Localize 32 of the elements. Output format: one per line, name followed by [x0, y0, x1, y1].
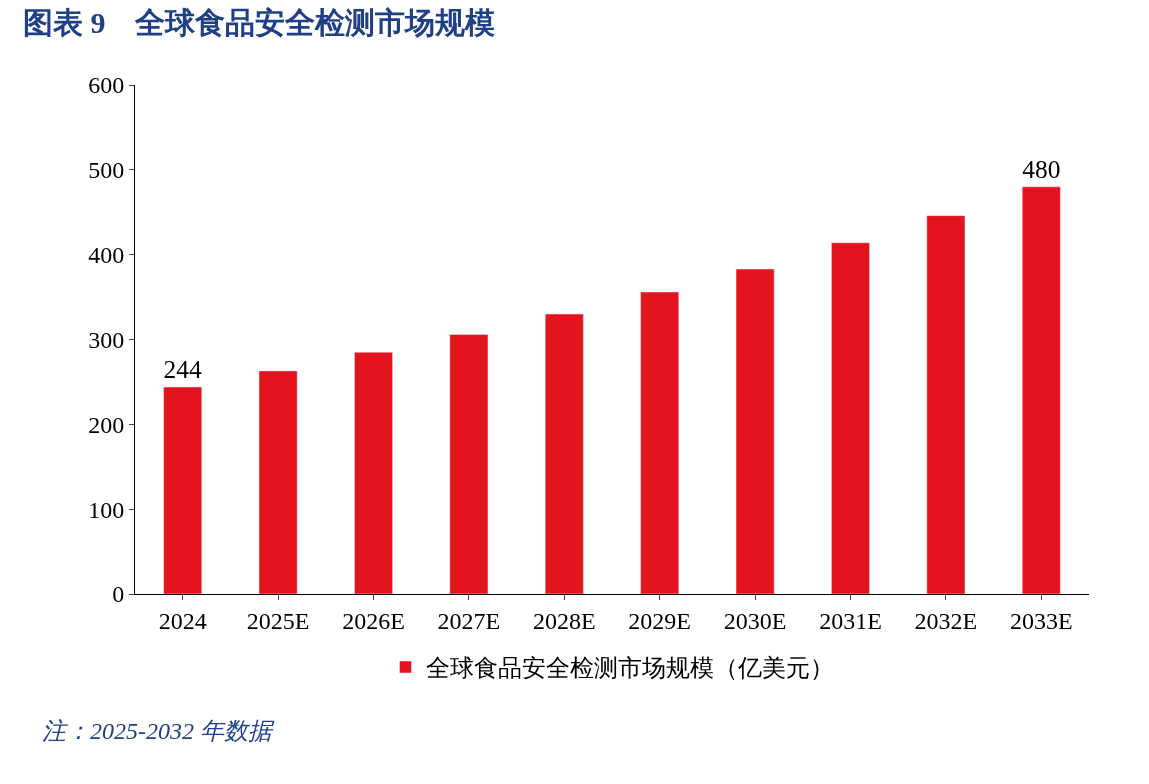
- bar: [1021, 186, 1061, 594]
- y-tick-label: 500: [88, 157, 125, 184]
- bar: [258, 370, 298, 594]
- y-tick-label: 100: [88, 496, 125, 523]
- bar: [831, 242, 870, 594]
- bar: [640, 291, 680, 594]
- x-tick-label: 2027E: [437, 607, 501, 634]
- bar: [735, 268, 775, 594]
- y-tick-label: 200: [88, 411, 125, 438]
- x-tick-label: 2025E: [246, 607, 310, 634]
- x-tick-label: 2028E: [532, 607, 596, 634]
- bar: [354, 351, 393, 594]
- x-tick-label: 2030E: [723, 607, 787, 634]
- bar: [163, 386, 203, 594]
- text: 注：2025-2032 年数据: [42, 718, 275, 744]
- y-tick-label: 0: [112, 581, 125, 608]
- data-label: 244: [163, 355, 203, 385]
- legend-label: 全球食品安全检测市场规模（亿美元）: [425, 654, 834, 683]
- x-tick-label: 2026E: [342, 607, 405, 634]
- y-tick-label: 300: [88, 326, 125, 353]
- bar: [544, 313, 584, 594]
- y-tick-label: 400: [88, 242, 125, 269]
- data-label: 480: [1022, 154, 1061, 184]
- x-tick-label: 2024: [158, 607, 207, 634]
- y-tick-label: 600: [88, 72, 125, 99]
- bar: [449, 334, 489, 594]
- x-tick-label: 2033E: [1009, 607, 1073, 634]
- x-tick-label: 2029E: [628, 607, 692, 634]
- bar: [926, 215, 966, 594]
- chart-title: 图表 9 全球食品安全检测市场规模: [22, 5, 496, 39]
- x-tick-label: 2031E: [819, 607, 882, 634]
- x-tick-label: 2032E: [914, 607, 978, 634]
